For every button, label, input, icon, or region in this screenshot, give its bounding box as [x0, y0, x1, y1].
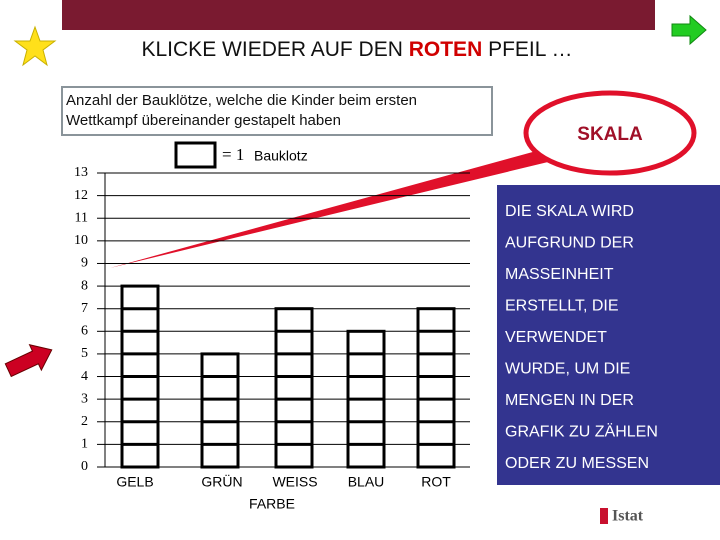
- slide-title: KLICKE WIEDER AUF DEN ROTEN PFEIL …: [142, 38, 573, 61]
- pointer-arrow: [4, 344, 53, 378]
- y-tick-label: 13: [74, 165, 88, 180]
- explanation-line: ERSTELLT, DIE: [505, 298, 619, 315]
- y-tick-label: 11: [75, 210, 88, 225]
- description-line: Anzahl der Bauklötze, welche die Kinder …: [66, 92, 417, 109]
- explanation-line: DIE SKALA WIRD: [505, 203, 634, 220]
- legend-label: Bauklotz: [254, 148, 308, 164]
- next-arrow[interactable]: [671, 14, 707, 46]
- title-text: PFEIL …: [488, 38, 572, 61]
- callout-bubble: [523, 90, 697, 176]
- y-tick-label: 0: [81, 459, 88, 474]
- legend-prefix: = 1: [222, 145, 244, 164]
- title-highlight: ROTEN: [409, 38, 483, 61]
- bar: [274, 307, 314, 469]
- y-tick-label: 12: [74, 188, 88, 203]
- bar: [200, 352, 240, 469]
- explanation-line: AUFGRUND DER: [505, 235, 634, 252]
- y-tick-label: 7: [81, 301, 88, 316]
- explanation-line: GRAFIK ZU ZÄHLEN: [505, 423, 658, 441]
- logo-mark: [600, 508, 608, 524]
- y-tick-label: 4: [81, 369, 88, 384]
- star-icon: [13, 25, 57, 67]
- x-axis-label: FARBE: [249, 496, 295, 512]
- callout-text: SKALA: [577, 124, 643, 145]
- x-tick-label: GRÜN: [201, 473, 242, 490]
- description-line: Wettkampf übereinander gestapelt haben: [66, 112, 341, 129]
- x-tick-label: GELB: [116, 474, 153, 490]
- description-box: [61, 86, 493, 136]
- x-tick-label: ROT: [421, 474, 451, 490]
- legend-block: [174, 141, 217, 169]
- y-tick-label: 5: [81, 346, 88, 361]
- y-tick-label: 6: [81, 324, 88, 339]
- y-tick-label: 9: [81, 256, 88, 271]
- explanation-line: WURDE, UM DIE: [505, 361, 630, 378]
- title-text: KLICKE WIEDER AUF DEN: [142, 38, 403, 61]
- pointer-shape: [4, 344, 53, 378]
- y-tick-label: 3: [81, 391, 88, 406]
- y-tick-label: 10: [74, 233, 88, 248]
- header-bar: [62, 0, 655, 30]
- explanation-line: VERWENDET: [505, 329, 607, 346]
- y-tick-label: 1: [81, 437, 88, 452]
- explanation: DIE SKALA WIRD AUFGRUND DER MASSEINHEIT ERS…: [505, 203, 658, 472]
- x-tick-label: WEISS: [272, 474, 317, 490]
- explanation-line: MENGEN IN DER: [505, 392, 634, 409]
- y-tick-label: 2: [81, 414, 88, 429]
- explanation-line: MASSEINHEIT: [505, 266, 614, 283]
- y-tick-label: 8: [81, 278, 88, 293]
- explanation-panel: [497, 185, 720, 485]
- x-tick-label: BLAU: [348, 474, 385, 490]
- bar: [416, 307, 456, 469]
- explanation-line: ODER ZU MESSEN: [505, 455, 649, 472]
- callout-tail: [110, 150, 548, 268]
- logo-text: Istat: [612, 508, 644, 525]
